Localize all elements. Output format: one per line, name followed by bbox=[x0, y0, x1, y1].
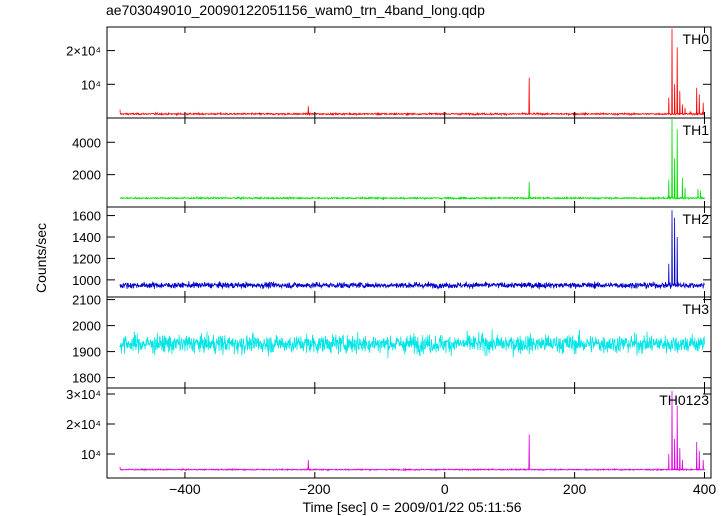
y-tick-label: 2000 bbox=[72, 319, 101, 334]
y-tick-label: 2×10⁴ bbox=[66, 44, 101, 59]
y-tick-label: 2×10⁴ bbox=[66, 417, 101, 432]
panel-label-th0123: TH0123 bbox=[659, 392, 709, 408]
y-tick-label: 2100 bbox=[72, 293, 101, 308]
series-line-th3 bbox=[119, 329, 705, 359]
y-tick-label: 10⁴ bbox=[81, 77, 101, 92]
panel-frame bbox=[106, 117, 712, 208]
y-tick-label: 4000 bbox=[72, 135, 101, 150]
y-tick-label: 3×10⁴ bbox=[66, 387, 101, 402]
x-tick-label: 200 bbox=[563, 481, 587, 497]
series-line-th1 bbox=[119, 117, 705, 201]
x-tick-label: −400 bbox=[169, 481, 201, 497]
y-tick-label: 1000 bbox=[72, 273, 101, 288]
y-tick-label: 1600 bbox=[72, 209, 101, 224]
series-line-th0123 bbox=[119, 390, 705, 472]
panel-frame bbox=[106, 387, 712, 479]
x-tick-label: −200 bbox=[299, 481, 331, 497]
y-axis-label: Counts/sec bbox=[33, 223, 49, 293]
series-line-th2 bbox=[119, 210, 705, 290]
panel-label-th1: TH1 bbox=[683, 122, 710, 138]
panel-label-th2: TH2 bbox=[683, 211, 710, 227]
y-tick-label: 1800 bbox=[72, 371, 101, 386]
panel-frame bbox=[106, 26, 712, 119]
x-tick-label: 400 bbox=[693, 481, 717, 497]
y-tick-label: 1900 bbox=[72, 345, 101, 360]
panel-label-th0: TH0 bbox=[683, 31, 710, 47]
panel-label-th3: TH3 bbox=[683, 301, 710, 317]
y-tick-label: 10⁴ bbox=[81, 447, 101, 462]
chart-title: ae703049010_20090122051156_wam0_trn_4ban… bbox=[106, 2, 485, 18]
y-tick-label: 1400 bbox=[72, 230, 101, 245]
x-axis-label: Time [sec] 0 = 2009/01/22 05:11:56 bbox=[302, 499, 521, 515]
y-tick-label: 1200 bbox=[72, 251, 101, 266]
y-tick-label: 2000 bbox=[72, 168, 101, 183]
series-line-th0 bbox=[119, 28, 705, 117]
x-tick-label: 0 bbox=[441, 481, 449, 497]
